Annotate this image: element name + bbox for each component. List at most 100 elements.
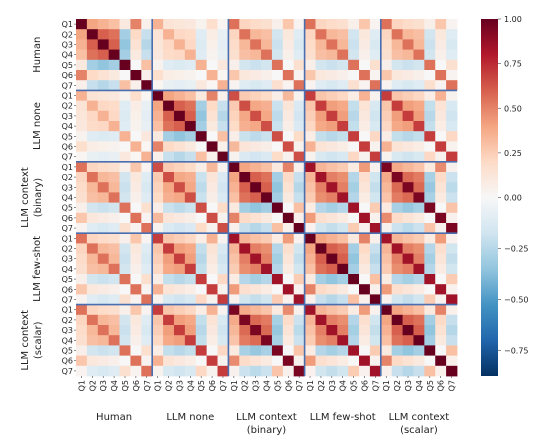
heatmap-cell [250, 335, 262, 346]
heatmap-cell [108, 355, 120, 367]
heatmap-cell [86, 39, 99, 50]
heatmap-cell [119, 192, 131, 203]
heatmap-cell [446, 172, 458, 183]
heatmap-cell [217, 243, 229, 254]
y-tick-label: Q1 [62, 20, 73, 29]
heatmap-cell [315, 233, 327, 244]
heatmap-cell [348, 49, 360, 61]
heatmap-cell [184, 70, 197, 81]
heatmap-cell [435, 59, 447, 71]
heatmap-cell [152, 294, 164, 305]
heatmap-cell [391, 345, 403, 356]
group-label-bottom: Human [96, 412, 132, 423]
heatmap-cell [380, 151, 393, 163]
heatmap-cell [119, 202, 131, 214]
heatmap-cell [413, 243, 425, 254]
heatmap-cell [348, 294, 360, 305]
heatmap-cell [424, 202, 436, 214]
heatmap-cell [108, 243, 120, 254]
heatmap-cell [108, 212, 120, 224]
heatmap-cell [163, 39, 175, 50]
heatmap-cell [228, 182, 240, 193]
heatmap-cell [130, 263, 142, 275]
heatmap-cell [130, 131, 142, 142]
x-tick-label: Q2 [317, 380, 326, 391]
heatmap-cell [446, 365, 458, 377]
heatmap-cell [173, 19, 186, 30]
colorbar-tick-label: 0.00 [504, 194, 522, 203]
heatmap-cell [435, 202, 447, 214]
heatmap-cell [152, 182, 164, 193]
heatmap-cell [315, 141, 327, 152]
heatmap-cell [195, 80, 208, 91]
heatmap-cell [435, 212, 447, 224]
heatmap-cell [173, 80, 186, 91]
heatmap-cell [163, 355, 175, 367]
heatmap-cell [206, 100, 218, 112]
heatmap-cell [195, 100, 208, 112]
heatmap-cell [435, 192, 447, 203]
heatmap-cell [413, 80, 425, 91]
heatmap-cell [391, 314, 403, 326]
heatmap-cell [206, 90, 218, 101]
heatmap-cell [119, 100, 131, 112]
heatmap-cell [402, 131, 414, 142]
heatmap-cell [217, 304, 229, 316]
heatmap-cell [163, 131, 175, 142]
heatmap-cell [348, 80, 360, 91]
heatmap-cell [97, 243, 110, 254]
y-tick-label: Q5 [62, 275, 73, 284]
heatmap-cell [359, 345, 371, 356]
heatmap-cell [271, 59, 284, 71]
heatmap-cell [293, 182, 305, 193]
heatmap-cell [206, 70, 218, 81]
heatmap-cell [217, 80, 229, 91]
heatmap-cell [217, 141, 229, 152]
heatmap-cell [141, 49, 153, 61]
heatmap-cell [250, 59, 262, 71]
heatmap-cell [271, 70, 284, 81]
heatmap-cell [446, 345, 458, 356]
heatmap-cell [369, 243, 382, 254]
heatmap-cell [97, 212, 110, 224]
heatmap-cell [380, 182, 393, 193]
heatmap-cell [86, 243, 99, 254]
heatmap-cell [76, 182, 88, 193]
heatmap-cell [239, 39, 251, 50]
heatmap-cell [413, 19, 425, 30]
heatmap-cell [261, 161, 273, 173]
y-tick-label: Q4 [62, 122, 73, 131]
heatmap-cell [195, 233, 208, 244]
heatmap-cell [337, 192, 349, 203]
heatmap-cell [380, 131, 393, 142]
heatmap-cell [359, 121, 371, 132]
heatmap-cell [206, 59, 218, 71]
heatmap-cell [348, 202, 360, 214]
heatmap-cell [413, 345, 425, 356]
heatmap-cell [250, 243, 262, 254]
heatmap-cell [293, 304, 305, 316]
heatmap-cell [152, 355, 164, 367]
heatmap-cell [348, 172, 360, 183]
heatmap-cell [206, 233, 218, 244]
heatmap-cell [348, 274, 360, 285]
heatmap-cell [108, 121, 120, 132]
heatmap-cell [97, 274, 110, 285]
heatmap-cell [173, 345, 186, 356]
y-tick-label: Q6 [62, 143, 73, 152]
heatmap-cell [315, 365, 327, 377]
heatmap-cell [108, 141, 120, 152]
heatmap-cell [261, 80, 273, 91]
heatmap-cell [239, 345, 251, 356]
heatmap-cell [282, 233, 295, 244]
heatmap-cell [293, 19, 305, 30]
heatmap-cell [130, 39, 142, 50]
heatmap-cell [130, 233, 142, 244]
heatmap-cell [369, 192, 382, 203]
heatmap-cell [141, 202, 153, 214]
heatmap-cell [369, 202, 382, 214]
heatmap-cell [435, 294, 447, 305]
heatmap-cell [402, 314, 414, 326]
heatmap-cell [173, 110, 186, 122]
heatmap-cell [391, 121, 403, 132]
